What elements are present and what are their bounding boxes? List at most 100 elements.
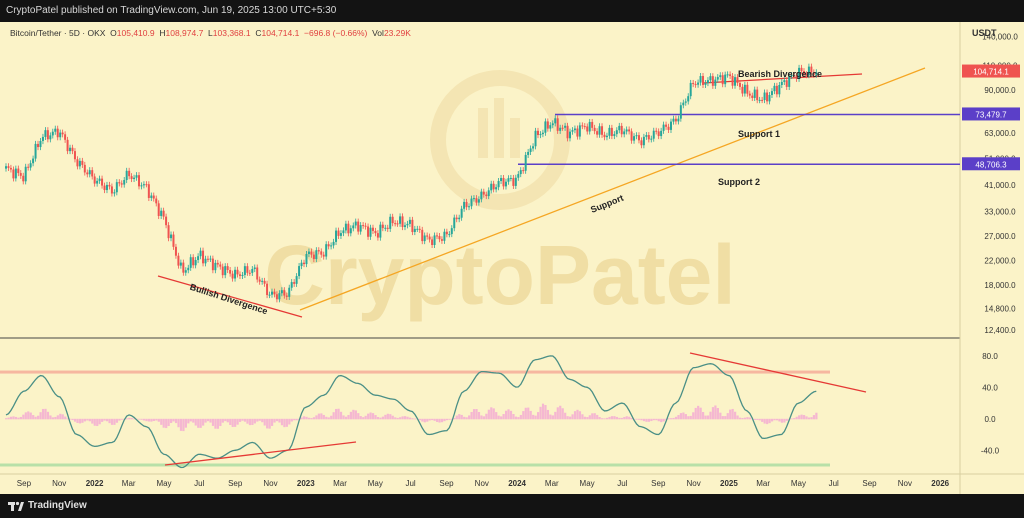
candle-body — [199, 250, 202, 257]
candle-body — [650, 138, 653, 140]
candle-body — [384, 227, 387, 229]
oscillator-histogram-bar — [69, 418, 72, 420]
oscillator-histogram-bar — [406, 416, 409, 420]
oscillator-histogram-bar — [702, 412, 705, 420]
candle-body — [665, 124, 668, 127]
candle-body — [529, 148, 532, 152]
candle-body — [354, 221, 357, 226]
oscillator-lower-band — [0, 463, 830, 467]
oscillator-histogram-bar — [22, 414, 25, 420]
oscillator-histogram-bar — [734, 411, 737, 420]
candle-body — [19, 173, 22, 176]
candle-body — [453, 217, 456, 229]
oscillator-histogram-bar — [509, 410, 513, 420]
oscillator-histogram-bar — [234, 418, 237, 427]
oscillator-histogram-bar — [27, 411, 30, 420]
oscillator-histogram-bar — [566, 416, 569, 420]
oscillator-histogram-bar — [738, 417, 742, 420]
candle-body — [342, 230, 345, 234]
candle-body — [416, 228, 419, 230]
oscillator-histogram-bar — [569, 416, 572, 420]
candle-body — [401, 216, 404, 228]
candle-body — [206, 258, 209, 260]
oscillator-histogram-bar — [236, 418, 239, 425]
oscillator-histogram-bar — [261, 418, 264, 423]
candle-body — [438, 236, 441, 240]
candle-body — [273, 291, 276, 295]
oscillator-histogram-bar — [384, 414, 387, 420]
candle-body — [500, 177, 503, 181]
oscillator-histogram-bar — [157, 418, 160, 422]
oscillator-histogram-bar — [576, 409, 579, 420]
price-axis-tick: 63,000.0 — [984, 129, 1016, 138]
oscillator-histogram-bar — [41, 408, 45, 420]
oscillator-histogram-bar — [371, 413, 375, 420]
oscillator-histogram-bar — [197, 418, 200, 428]
candle-body — [110, 186, 113, 194]
candle-body — [684, 101, 687, 103]
price-axis-tick: 18,000.0 — [984, 281, 1016, 290]
oscillator-histogram-bar — [219, 418, 222, 427]
chart-area[interactable]: CryptoPatel USDT 140,000.0110,000.090,00… — [0, 22, 1024, 494]
candle-body — [556, 118, 559, 131]
oscillator-histogram-bar — [330, 415, 333, 420]
oscillator-histogram-bar — [327, 417, 330, 420]
oscillator-histogram-bar — [436, 418, 439, 422]
oscillator-histogram-bar — [564, 412, 567, 420]
time-axis-tick: Sep — [862, 479, 877, 488]
candle-body — [583, 126, 586, 128]
candle-body — [450, 228, 453, 235]
oscillator-histogram-bar — [697, 405, 700, 420]
price-chart-svg[interactable]: CryptoPatel USDT 140,000.0110,000.090,00… — [0, 22, 1024, 494]
oscillator-histogram-bar — [142, 418, 146, 421]
candle-body — [278, 293, 281, 300]
candle-body — [603, 134, 606, 138]
candle-body — [22, 175, 25, 182]
oscillator-histogram-bar — [487, 409, 490, 420]
candle-body — [96, 180, 99, 184]
candle-body — [746, 84, 749, 94]
oscillator-histogram-bar — [689, 415, 692, 420]
candle-body — [66, 139, 69, 152]
candle-body — [586, 126, 589, 132]
oscillator-histogram-bar — [374, 415, 377, 420]
candle-body — [172, 234, 175, 247]
oscillator-histogram-bar — [37, 415, 40, 420]
candle-body — [524, 154, 527, 171]
candle-body — [679, 105, 682, 119]
candle-body — [805, 74, 808, 76]
candle-body — [184, 270, 187, 273]
oscillator-histogram-bar — [477, 411, 481, 420]
candle-body — [418, 228, 421, 230]
bearish-divergence-price-line — [702, 73, 863, 84]
oscillator-histogram-bar — [172, 418, 175, 422]
oscillator-histogram-bar — [741, 417, 744, 420]
candle-body — [426, 235, 429, 237]
time-axis-tick: Nov — [686, 479, 700, 488]
oscillator-histogram-bar — [209, 418, 212, 423]
candle-body — [263, 280, 266, 284]
oscillator-histogram-bar — [598, 417, 601, 420]
candle-body — [327, 244, 330, 247]
oscillator-histogram-bar — [332, 412, 335, 420]
candle-body — [174, 246, 177, 256]
oscillator-histogram-bar — [522, 411, 525, 420]
candle-body — [160, 210, 163, 216]
oscillator-histogram-bar — [137, 418, 141, 420]
oscillator-histogram-bar — [426, 418, 429, 422]
oscillator-histogram-bar — [165, 418, 168, 429]
candle-body — [209, 258, 212, 260]
candle-body — [115, 182, 118, 193]
oscillator-histogram-bar — [672, 417, 675, 420]
oscillator-histogram-bar — [310, 418, 313, 420]
candle-body — [468, 206, 471, 208]
oscillator-histogram-bar — [177, 418, 180, 428]
oscillator-histogram-bar — [647, 418, 651, 422]
price-axis-label-bg — [962, 107, 1020, 121]
oscillator-histogram-bar — [389, 414, 392, 420]
candle-body — [17, 168, 20, 174]
oscillator-histogram-bar — [581, 414, 584, 420]
candle-body — [669, 121, 672, 130]
candle-body — [549, 125, 552, 129]
oscillator-histogram-bar — [497, 415, 500, 420]
